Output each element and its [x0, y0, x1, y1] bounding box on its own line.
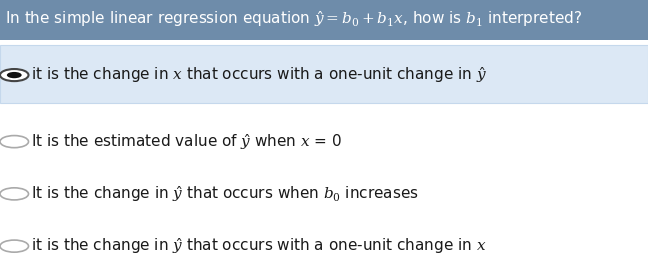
Circle shape — [0, 240, 29, 252]
Circle shape — [0, 188, 29, 200]
FancyBboxPatch shape — [0, 45, 648, 103]
Circle shape — [7, 72, 21, 78]
Text: it is the change in $x$ that occurs with a one-unit change in $\hat{y}$: it is the change in $x$ that occurs with… — [31, 65, 487, 85]
Text: It is the estimated value of $\hat{y}$ when $x$ = 0: It is the estimated value of $\hat{y}$ w… — [31, 132, 342, 152]
Text: It is the change in $\hat{y}$ that occurs when $b_0$ increases: It is the change in $\hat{y}$ that occur… — [31, 184, 419, 204]
Text: In the simple linear regression equation $\hat{y} = b_0 + b_1x$, how is $b_1$ in: In the simple linear regression equation… — [5, 9, 583, 29]
Circle shape — [0, 69, 29, 81]
Circle shape — [0, 136, 29, 148]
Text: it is the change in $\hat{y}$ that occurs with a one-unit change in $x$: it is the change in $\hat{y}$ that occur… — [31, 236, 487, 256]
FancyBboxPatch shape — [0, 0, 648, 40]
